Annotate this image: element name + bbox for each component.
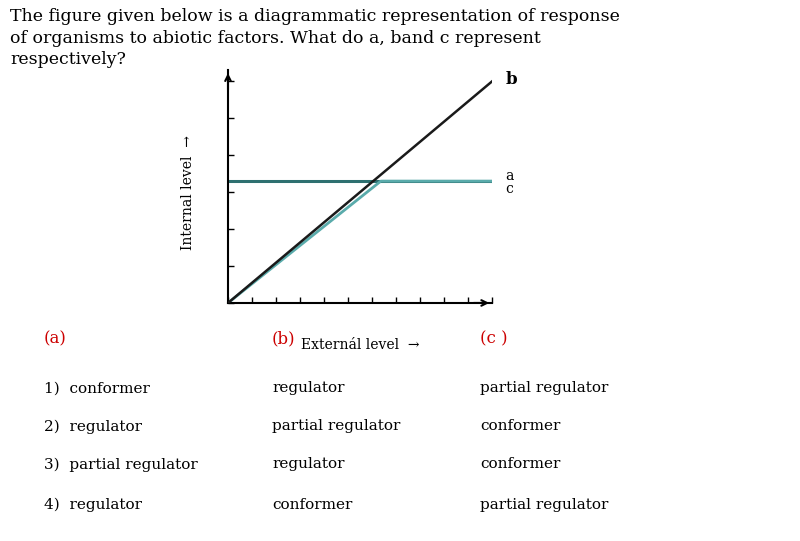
Text: b: b <box>506 71 517 88</box>
Text: partial regulator: partial regulator <box>272 419 400 433</box>
Text: conformer: conformer <box>272 498 352 512</box>
Text: Internal level  →: Internal level → <box>182 135 195 249</box>
Text: 3)  partial regulator: 3) partial regulator <box>44 457 198 472</box>
Text: of organisms to abiotic factors. What do a, band c represent: of organisms to abiotic factors. What do… <box>10 30 541 47</box>
Text: regulator: regulator <box>272 457 345 471</box>
Text: c: c <box>506 182 513 196</box>
Text: conformer: conformer <box>480 457 560 471</box>
Text: conformer: conformer <box>480 419 560 433</box>
Text: 1)  conformer: 1) conformer <box>44 381 150 395</box>
Text: regulator: regulator <box>272 381 345 395</box>
Text: (c ): (c ) <box>480 331 508 347</box>
Text: respectively?: respectively? <box>10 51 126 68</box>
Text: (a): (a) <box>44 331 67 347</box>
Text: Externál level  →: Externál level → <box>301 339 419 352</box>
Text: The figure given below is a diagrammatic representation of response: The figure given below is a diagrammatic… <box>10 8 620 25</box>
Text: 4)  regulator: 4) regulator <box>44 498 142 512</box>
Text: (b): (b) <box>272 331 296 347</box>
Text: partial regulator: partial regulator <box>480 381 608 395</box>
Text: 2)  regulator: 2) regulator <box>44 419 142 434</box>
Text: a: a <box>506 169 514 182</box>
Text: partial regulator: partial regulator <box>480 498 608 512</box>
